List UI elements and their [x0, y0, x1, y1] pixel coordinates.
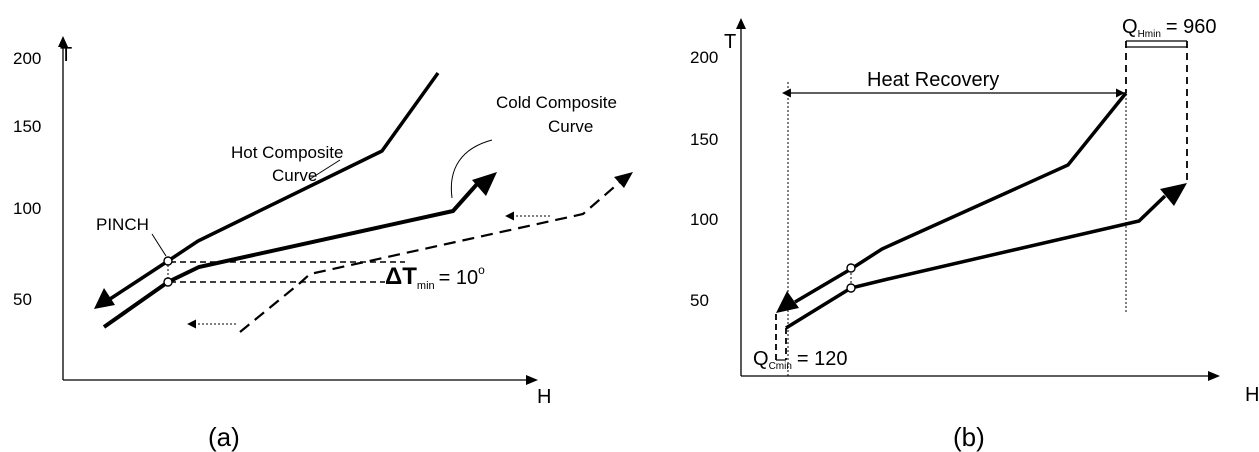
panel-b-cold-curve-arrowhead: [1160, 183, 1187, 206]
panel-a-cold-composite-curve: [102, 181, 480, 329]
panel-b-tick-200: 200: [690, 48, 718, 67]
panel-b-pinch-point-cold: [846, 283, 856, 293]
panel-b-qc-label: QCmin = 120: [753, 348, 848, 372]
panel-a-hot-curve-label-1: Hot Composite: [231, 143, 343, 162]
panel-a-pinch-leader: [151, 233, 167, 257]
panel-b-hot-curve-tail: [794, 267, 852, 304]
panel-a-shifted-curve-arrowhead: [614, 172, 633, 188]
panel-b-pinch-point-hot: [846, 263, 856, 273]
panel-b-qh-label: QHmin = 960: [1122, 16, 1217, 40]
panel-a-tick-150: 150: [13, 117, 41, 136]
panel-a-delta-subscript: min: [417, 280, 435, 292]
panel-b-heat-recovery-label: Heat Recovery: [867, 69, 999, 91]
panel-b-x-axis-label: H: [1245, 384, 1259, 406]
panel-a-cold-curve-leader: [450, 139, 493, 199]
panel-a-cold-curve-arrowhead: [472, 172, 497, 196]
panel-a-delta-value: = 10: [439, 267, 478, 289]
panel-a-delta-superscript: o: [478, 263, 485, 277]
panel-b-tick-150: 150: [690, 130, 718, 149]
panel-a-hot-curve-tail: [109, 259, 169, 301]
panel-a-shifted-cold-curve: [239, 181, 621, 333]
panel-b-hot-curve-arrowhead: [776, 291, 799, 313]
panel-a-cold-curve-label-1: Cold Composite: [496, 93, 617, 112]
panel-a-cold-curve-label-2: Curve: [548, 117, 593, 136]
panel-b-qh-subscript: Hmin: [1138, 29, 1161, 40]
panel-a-tick-200: 200: [13, 49, 41, 68]
panel-b-hot-composite-curve: [850, 91, 1128, 271]
panel-b: T H 200 150 100 50 Heat Recovery QHmin =: [690, 16, 1259, 452]
panel-b-y-axis-label: T: [724, 31, 736, 53]
panel-a-caption: (a): [208, 422, 240, 452]
panel-a-hot-curve-leader: [309, 159, 341, 180]
panel-b-tick-50: 50: [690, 291, 709, 310]
panel-b-qc-value: = 120: [797, 348, 848, 370]
panel-b-qh-value: = 960: [1166, 16, 1217, 38]
panel-a: T H 200 150 100 50 Hot Composite Curve C…: [13, 36, 633, 452]
panel-a-pinch-point-cold: [163, 277, 173, 287]
panel-a-delta-t-label: ΔTmin = 10o: [385, 263, 485, 292]
panel-a-pinch-label: PINCH: [96, 215, 149, 234]
svg-text:QCmin= 120: QCmin = 120: [753, 348, 848, 372]
panel-b-caption: (b): [953, 422, 985, 452]
panel-b-qh-symbol: Q: [1122, 16, 1138, 38]
panel-a-tick-50: 50: [13, 290, 32, 309]
panel-a-tick-100: 100: [13, 199, 41, 218]
panel-a-x-axis-label: H: [537, 386, 551, 408]
panel-b-x-axis-arrow: [1208, 371, 1220, 381]
panel-a-delta-symbol: ΔT: [385, 263, 417, 290]
panel-b-qc-symbol: Q: [753, 348, 769, 370]
panel-a-hot-composite-curve: [167, 71, 440, 263]
panel-b-y-axis-arrow: [736, 18, 746, 29]
panel-a-x-axis-arrow: [526, 375, 538, 385]
panel-b-cold-composite-curve: [785, 194, 1167, 330]
svg-text:ΔTmin= 10o: ΔTmin = 10o: [385, 263, 485, 292]
panel-b-qc-subscript: Cmin: [769, 361, 792, 372]
panel-a-pinch-point-hot: [163, 256, 173, 266]
svg-text:QHmin= 960: QHmin = 960: [1122, 16, 1217, 40]
panel-a-y-axis-arrow: [58, 36, 68, 47]
panel-b-tick-100: 100: [690, 210, 718, 229]
panel-a-y-axis-label: T: [60, 44, 72, 66]
panel-a-hot-curve-label-2: Curve: [272, 166, 317, 185]
panel-a-hot-curve-arrowhead: [94, 288, 115, 309]
